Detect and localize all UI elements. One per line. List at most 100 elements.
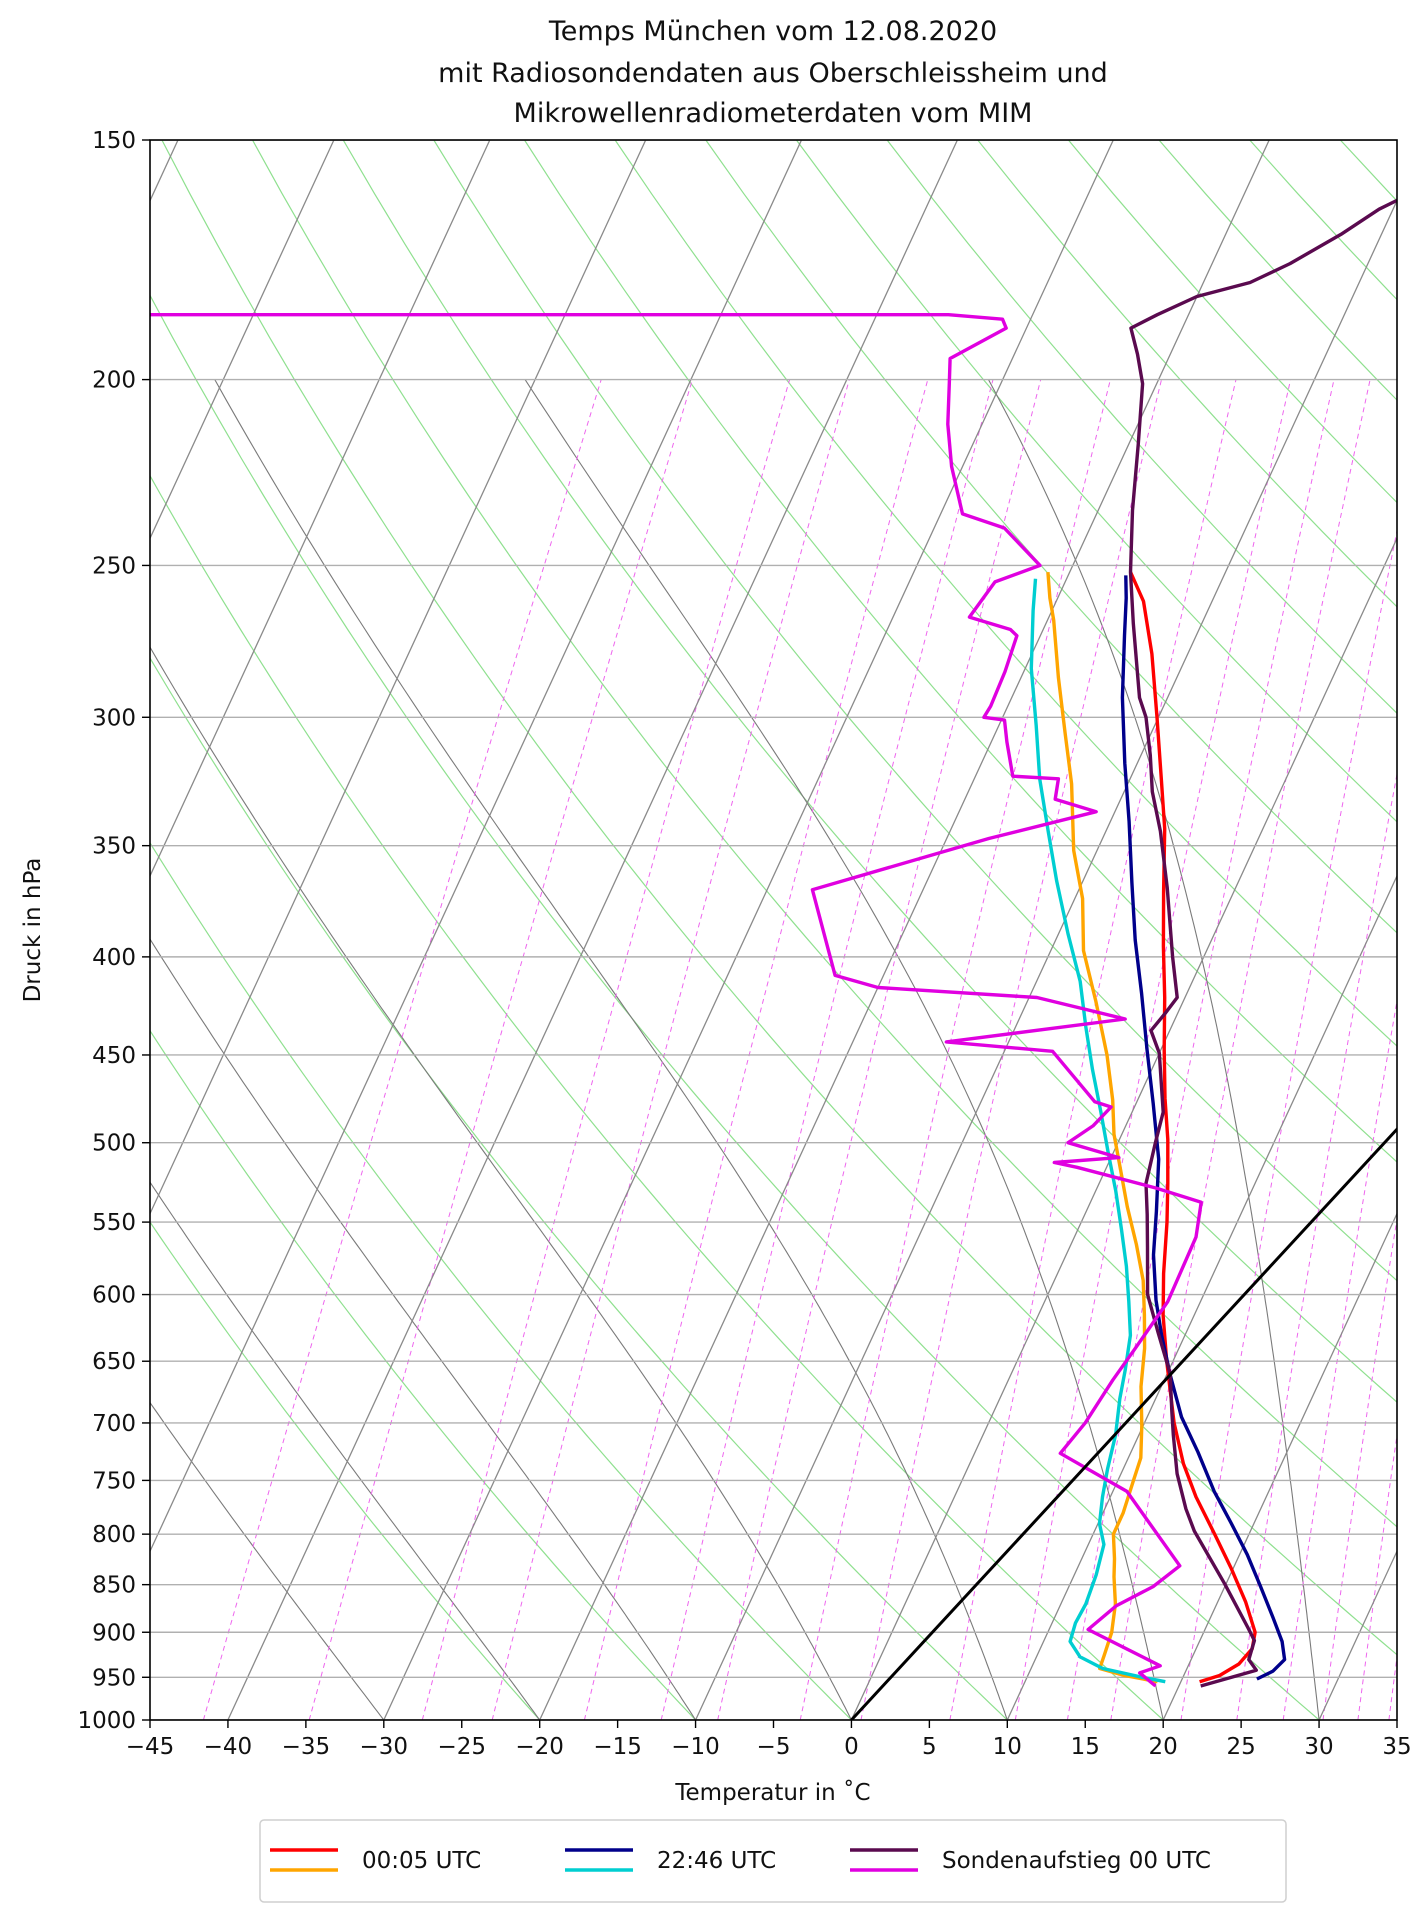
dry-adiabat-line xyxy=(523,140,1397,1163)
isotherm-line xyxy=(150,140,647,1216)
mixing-ratio-line xyxy=(1282,998,1397,1720)
mixing-ratio-line xyxy=(1388,1652,1397,1720)
x-tick-label: −35 xyxy=(282,1734,331,1760)
dry-adiabat-line xyxy=(150,841,852,1720)
dry-adiabat-line xyxy=(433,140,1397,1282)
isotherm-line xyxy=(539,140,1270,1720)
plot-area xyxy=(0,140,1427,1720)
moist-adiabat-line xyxy=(150,1401,385,1720)
isotherm-line xyxy=(850,536,1397,1720)
title-line-3: Mikrowellenradiometerdaten vom MIM xyxy=(514,98,1033,129)
isotherm-line xyxy=(1318,1549,1397,1720)
mixing-ratio-line xyxy=(421,379,791,1720)
y-tick-label: 400 xyxy=(92,945,136,971)
dry-adiabat-line xyxy=(251,140,1397,1528)
isobar-gridlines xyxy=(150,140,1397,1720)
dry-adiabats xyxy=(150,140,1397,1720)
x-tick-label: 35 xyxy=(1382,1734,1411,1760)
x-axis-label: Temperatur in ˚C xyxy=(674,1779,870,1806)
x-tick-label: −10 xyxy=(671,1734,720,1760)
dry-adiabat-line xyxy=(1067,140,1397,504)
legend-box xyxy=(259,1819,1287,1903)
dry-adiabat-line xyxy=(886,140,1397,715)
x-tick-label: 10 xyxy=(993,1734,1022,1760)
dry-adiabat-line xyxy=(342,140,1397,1403)
y-tick-label: 950 xyxy=(92,1665,136,1691)
x-tick-label: −45 xyxy=(126,1734,175,1760)
isotherm-line xyxy=(150,140,491,878)
dry-adiabat-line xyxy=(161,140,1397,1656)
mixing-ratio-line xyxy=(799,379,1111,1720)
y-tick-label: 500 xyxy=(92,1131,136,1157)
y-tick-label: 150 xyxy=(92,128,136,154)
series-line-reference-7 xyxy=(850,1126,1397,1720)
isotherm-line xyxy=(0,140,22,1720)
y-tick-label: 300 xyxy=(92,705,136,731)
y-tick-label: 450 xyxy=(92,1043,136,1069)
x-tick-label: −40 xyxy=(204,1734,253,1760)
chart-title: Temps München vom 12.08.2020 mit Radioso… xyxy=(438,16,1108,129)
dry-adiabat-line xyxy=(1158,140,1397,401)
y-tick-label: 250 xyxy=(92,553,136,579)
y-tick-label: 900 xyxy=(92,1620,136,1646)
legend-label: Sondenaufstieg 00 UTC xyxy=(942,1848,1211,1874)
dry-adiabat-line xyxy=(705,140,1397,934)
dry-adiabat-line xyxy=(1339,140,1397,202)
dry-adiabat-line xyxy=(614,140,1397,1047)
y-tick-label: 650 xyxy=(92,1349,136,1375)
mixing-ratio-line xyxy=(308,379,693,1720)
mixing-ratio-line xyxy=(949,379,1237,1720)
x-tick-label: −30 xyxy=(360,1734,409,1760)
x-tick-label: 0 xyxy=(844,1734,859,1760)
mixing-ratio-line xyxy=(583,379,929,1720)
mixing-ratio-line xyxy=(717,379,1042,1720)
dry-adiabat-line xyxy=(150,656,1008,1720)
title-line-1: Temps München vom 12.08.2020 xyxy=(548,16,997,47)
series-line-dewpoint-6 xyxy=(150,313,1203,1688)
dry-adiabat-line xyxy=(150,474,1164,1720)
x-tick-label: 20 xyxy=(1149,1734,1178,1760)
y-tick-label: 550 xyxy=(92,1210,136,1236)
x-tick-label: 5 xyxy=(922,1734,937,1760)
isotherms xyxy=(0,140,1397,1720)
series-line-temperature-3 xyxy=(1120,575,1287,1681)
y-tick-label: 1000 xyxy=(77,1708,136,1734)
dry-adiabat-line xyxy=(795,140,1397,823)
moist-adiabats xyxy=(150,379,1320,1720)
legend-label: 00:05 UTC xyxy=(362,1848,481,1874)
profile-series xyxy=(150,198,1397,1720)
isotherm-line xyxy=(227,140,958,1720)
mixing-ratio-line xyxy=(1357,1431,1397,1720)
title-line-2: mit Radiosondendaten aus Oberschleisshei… xyxy=(438,58,1108,89)
y-tick-label: 850 xyxy=(92,1573,136,1599)
mixing-ratio-line xyxy=(202,379,602,1720)
legend: 00:05 UTC 22:46 UTC Sondenaufstieg 00 UTC xyxy=(259,1819,1287,1903)
isotherm-line xyxy=(695,199,1397,1720)
y-tick-label: 200 xyxy=(92,368,136,394)
moist-adiabat-line xyxy=(150,1181,541,1720)
isotherm-line xyxy=(150,140,803,1553)
x-tick-label: 30 xyxy=(1304,1734,1333,1760)
series-line-temperature-5 xyxy=(1128,198,1397,1688)
mixing-ratio-line xyxy=(1417,380,1427,1720)
mixing-ratio-line xyxy=(1322,1216,1397,1720)
x-tick-label: 15 xyxy=(1071,1734,1100,1760)
mixing-ratio-line xyxy=(660,379,994,1720)
isotherm-line xyxy=(383,140,1114,1720)
moist-adiabat-line xyxy=(214,379,1008,1720)
mixing-ratio-line xyxy=(1110,379,1371,1720)
y-tick-label: 800 xyxy=(92,1522,136,1548)
isotherm-line xyxy=(1162,1212,1397,1720)
x-axis-ticks: −45 −40 −35 −30 −25 −20 −15 −10 −5 0 5 10 15 20 25 30 35 xyxy=(126,1720,1412,1760)
mixing-ratio-line xyxy=(1236,771,1397,1720)
series-line-dewpoint-4 xyxy=(1029,578,1166,1684)
isotherm-line xyxy=(150,140,335,540)
y-tick-label: 600 xyxy=(92,1283,136,1309)
y-axis-label: Druck in hPa xyxy=(20,858,46,1003)
y-axis-ticks: 1000 950 900 850 800 750 700 650 600 550 500 450 400… xyxy=(77,128,150,1734)
x-tick-label: 25 xyxy=(1226,1734,1255,1760)
x-tick-label: −15 xyxy=(593,1734,642,1760)
x-tick-label: −5 xyxy=(757,1734,791,1760)
mixing-ratio-line xyxy=(491,379,850,1720)
